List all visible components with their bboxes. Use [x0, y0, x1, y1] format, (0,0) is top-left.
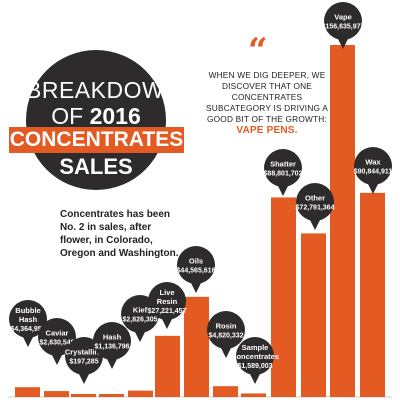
value-label: $2,826,305 — [122, 317, 157, 324]
category-label: Hash — [103, 333, 122, 342]
category-label: Resin — [157, 297, 178, 306]
data-pin-oils: Oils $44,565,616 — [177, 246, 216, 293]
intro-text: Concentrates has been No. 2 in sales, af… — [60, 209, 179, 259]
category-label: Other — [305, 194, 325, 203]
data-pin-shatter: Shatter $88,801,702 — [264, 149, 303, 196]
bar-vape — [330, 45, 355, 397]
title-badge — [26, 50, 166, 190]
title-line-sales: SALES — [59, 154, 133, 179]
bar-shatter — [271, 197, 296, 397]
value-label: $44,565,616 — [177, 268, 216, 275]
quote-text: WHEN WE DIG DEEPER, WE DISCOVER THAT ONE… — [206, 70, 328, 124]
bar-other — [301, 233, 326, 397]
title-line-breakdown: BREAKDOWN — [26, 77, 182, 103]
category-label: Hash — [19, 315, 38, 324]
bar-bubble-hash — [15, 387, 40, 397]
value-label: $4,364,952 — [10, 326, 45, 333]
category-label: Vape — [334, 13, 352, 22]
data-pin-hash: Hash $1,136,796 — [93, 322, 131, 369]
data-pin-caviar: Caviar $2,630,548 — [38, 318, 76, 365]
value-label: $4,820,332 — [208, 333, 243, 340]
title-banner-concentrates: CONCENTRATES — [9, 127, 184, 153]
quote-highlight: VAPE PENS. — [236, 125, 298, 136]
value-label: $88,801,702 — [264, 171, 303, 178]
data-pin-vape: Vape $156,635,977 — [322, 2, 365, 49]
value-label: $2,630,548 — [39, 340, 74, 347]
data-pin-wax: Wax $90,844,911 — [354, 147, 393, 194]
category-label: Sample — [242, 343, 269, 352]
value-label: $156,635,977 — [322, 24, 365, 31]
category-label: Bubble — [15, 306, 40, 315]
bar-caviar — [44, 391, 69, 397]
title-line-year: OF 2016 — [26, 103, 166, 130]
title-year: 2016 — [89, 103, 141, 129]
value-label: $197,285 — [69, 359, 98, 366]
value-label: $27,221,457 — [148, 308, 187, 315]
category-label: Concentrates — [231, 352, 279, 361]
bar-live-resin — [155, 335, 180, 397]
bar-kief — [128, 390, 153, 397]
bar-crystalline — [71, 394, 96, 397]
data-pin-rosin: Rosin $4,820,332 — [207, 311, 245, 358]
bar-hash — [99, 394, 124, 397]
quote-mark-icon: “ — [248, 31, 268, 71]
category-label: Rosin — [216, 322, 237, 331]
bar-wax — [360, 192, 385, 397]
pull-quote: WHEN WE DIG DEEPER, WE DISCOVER THAT ONE… — [206, 70, 328, 136]
bar-rosin — [213, 386, 238, 397]
category-label: Crystalline — [65, 348, 103, 357]
value-label: $90,844,911 — [354, 169, 393, 176]
value-label: $1,589,003 — [237, 363, 272, 370]
category-label: Oils — [189, 257, 203, 266]
data-pin-other: Other $72,791,364 — [296, 183, 335, 230]
value-label: $1,136,796 — [94, 344, 129, 351]
category-label: Kief — [133, 306, 148, 315]
title-of: OF — [51, 103, 84, 129]
category-label: Wax — [365, 158, 381, 167]
bar-oils — [184, 296, 209, 397]
category-label: Shatter — [270, 160, 296, 169]
category-label: Caviar — [46, 329, 69, 338]
bar-sample-concentrates — [241, 393, 266, 397]
category-label: Live — [159, 288, 174, 297]
value-label: $72,791,364 — [296, 205, 335, 212]
data-pin-crystalline: Crystalline $197,285 — [65, 337, 103, 384]
